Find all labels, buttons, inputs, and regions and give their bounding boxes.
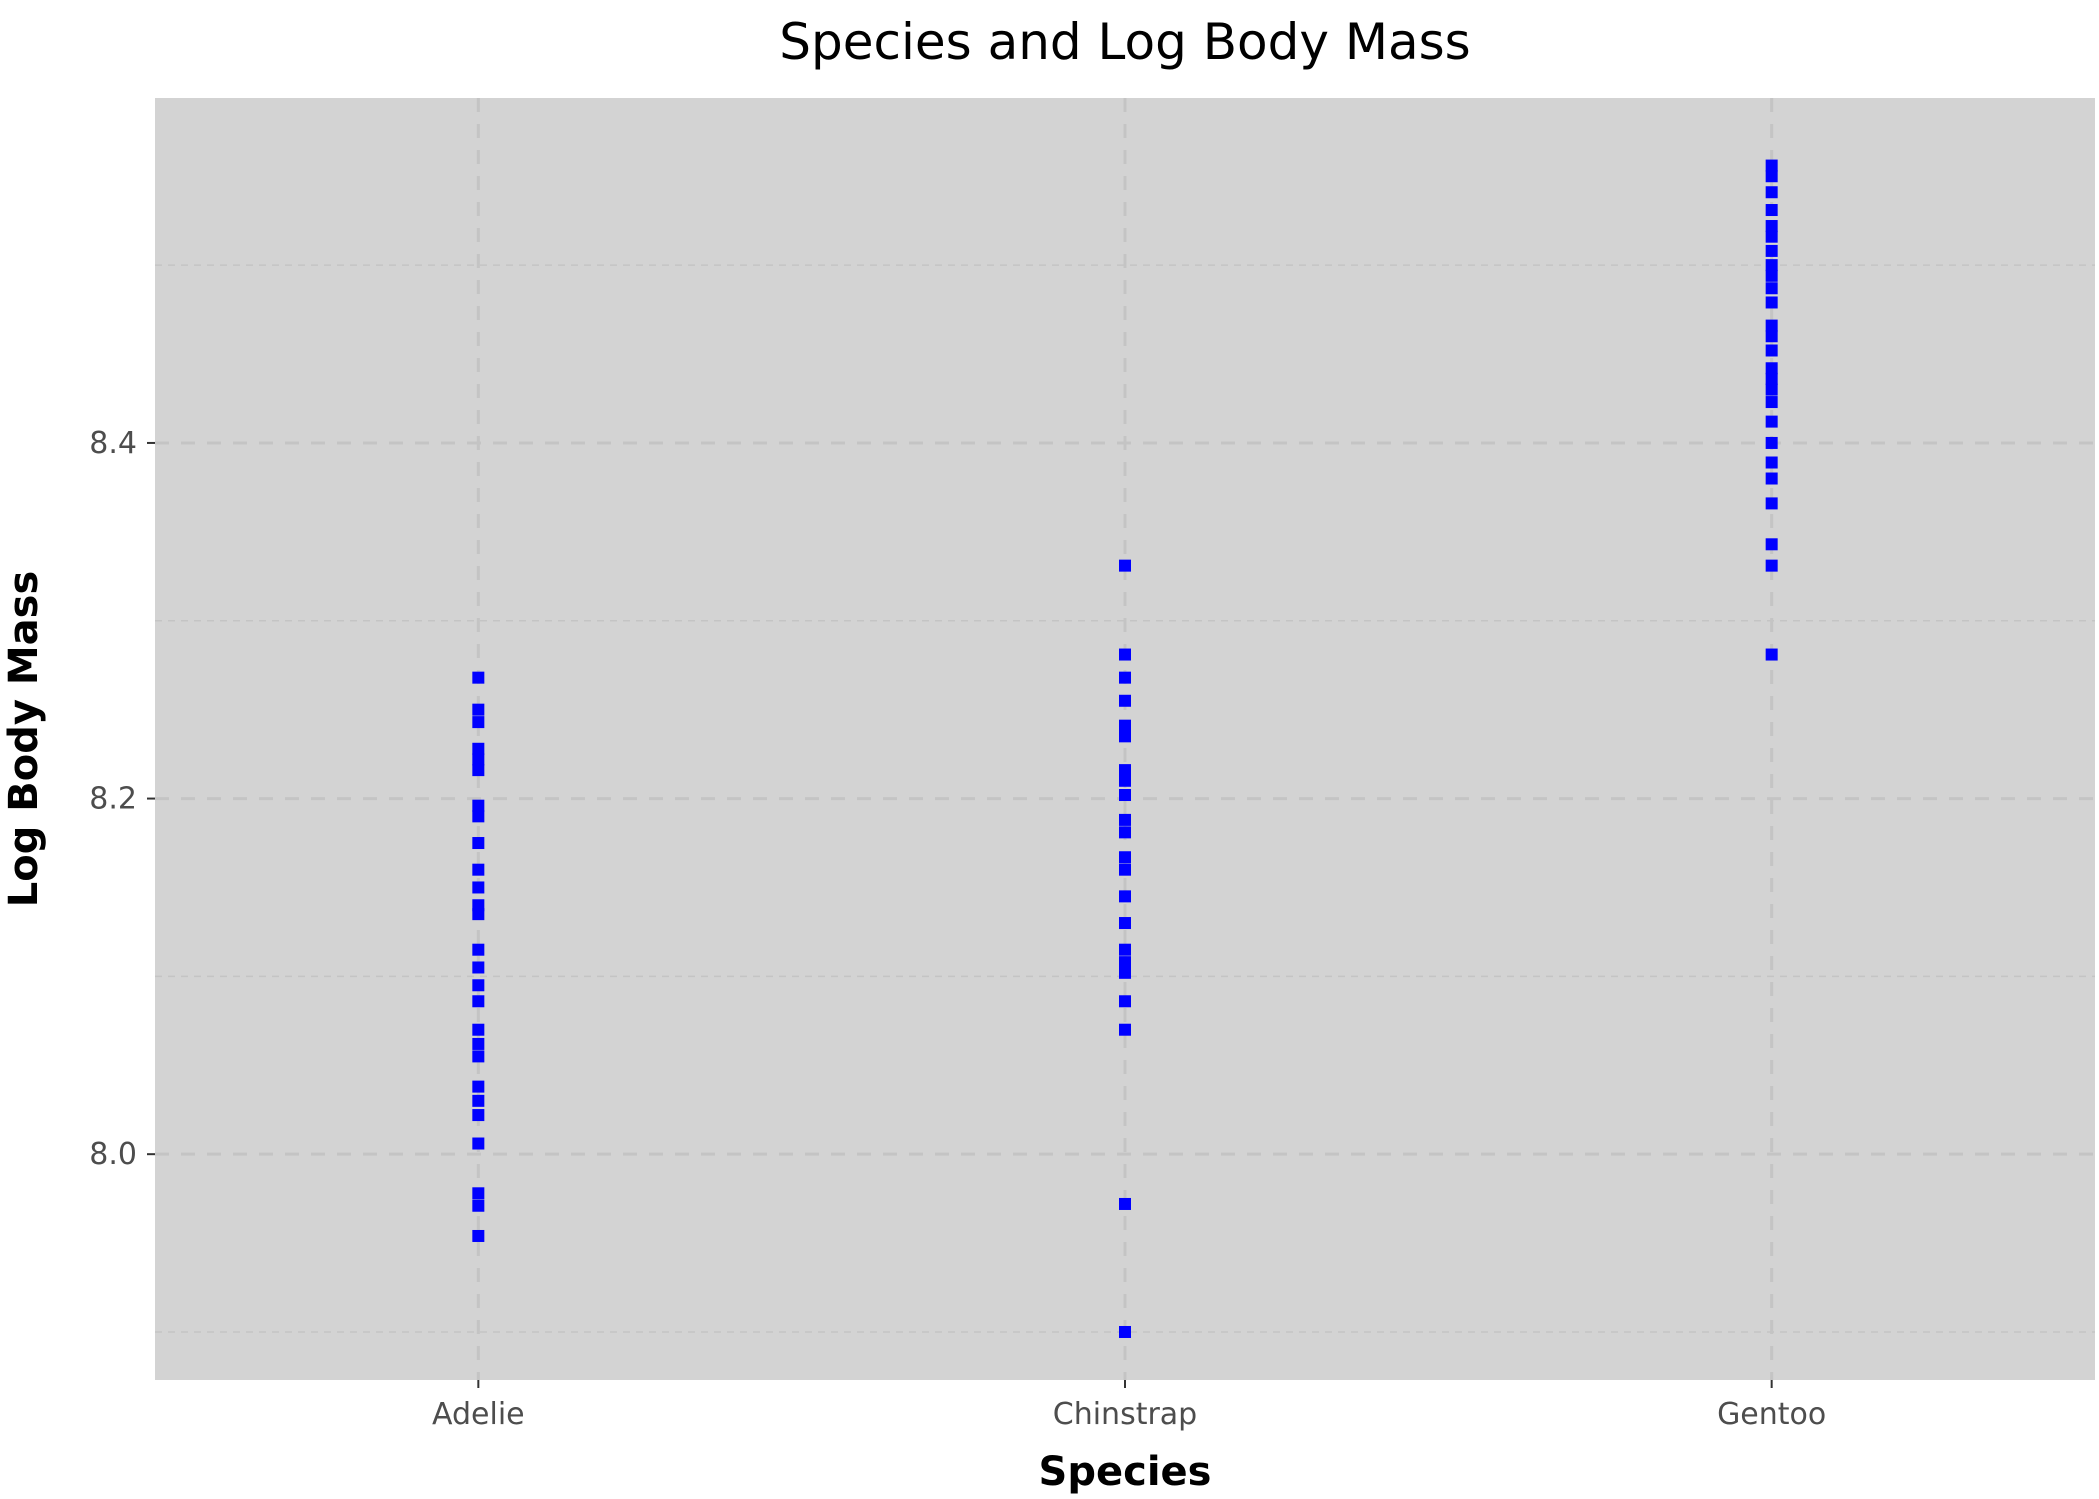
- data-point: [472, 863, 485, 876]
- data-point: [472, 742, 485, 755]
- data-point: [1119, 719, 1131, 732]
- x-axis-tick-labels: Adelie Chinstrap Gentoo: [432, 1397, 1826, 1432]
- data-point: [472, 1080, 485, 1093]
- data-point: [1765, 296, 1778, 309]
- data-point: [1765, 159, 1778, 172]
- data-point: [1119, 1023, 1131, 1036]
- data-point: [472, 716, 485, 729]
- data-point: [1765, 319, 1778, 332]
- y-axis-title: Log Body Mass: [1, 571, 47, 908]
- data-point: [1119, 559, 1131, 572]
- data-point: [1119, 1197, 1131, 1210]
- x-tick-label: Chinstrap: [1053, 1397, 1197, 1432]
- y-tick-label: 8.4: [89, 426, 137, 461]
- chart-title: Species and Log Body Mass: [779, 13, 1470, 71]
- data-point: [1119, 648, 1131, 661]
- data-point: [1119, 826, 1131, 839]
- data-point: [1119, 1325, 1131, 1338]
- data-point: [1765, 344, 1778, 357]
- data-point: [1765, 538, 1778, 551]
- data-point: [1119, 966, 1131, 979]
- data-point: [1119, 956, 1131, 969]
- data-point: [472, 764, 485, 777]
- data-point: [1765, 497, 1778, 510]
- data-point: [1765, 472, 1778, 485]
- data-point: [472, 1137, 485, 1150]
- data-point: [472, 881, 485, 894]
- data-point: [472, 1037, 485, 1050]
- data-point: [1119, 730, 1131, 743]
- data-point: [1119, 764, 1131, 777]
- data-point: [1765, 282, 1778, 295]
- data-point: [1119, 863, 1131, 876]
- data-point: [1119, 943, 1131, 956]
- data-point: [472, 1023, 485, 1036]
- data-point: [1119, 774, 1131, 787]
- data-point: [472, 753, 485, 766]
- data-point: [472, 1050, 485, 1063]
- data-point: [1119, 917, 1131, 930]
- data-point: [472, 837, 485, 850]
- x-axis-title: Species: [1039, 1449, 1212, 1495]
- data-point: [1765, 436, 1778, 449]
- data-point: [472, 1199, 485, 1212]
- data-point: [1119, 671, 1131, 684]
- data-point: [1765, 415, 1778, 428]
- data-point: [1765, 186, 1778, 199]
- data-point: [1765, 372, 1778, 385]
- data-point: [1765, 269, 1778, 282]
- data-point: [1765, 170, 1778, 183]
- data-point: [1765, 220, 1778, 233]
- data-point: [472, 943, 485, 956]
- data-point: [472, 1094, 485, 1107]
- data-point: [1765, 230, 1778, 243]
- x-tick-label: Adelie: [432, 1397, 525, 1432]
- data-point: [472, 1229, 485, 1242]
- data-point: [1119, 995, 1131, 1008]
- data-point: [1765, 362, 1778, 375]
- y-tick-label: 8.0: [89, 1137, 137, 1172]
- data-point: [1119, 851, 1131, 864]
- y-tick-label: 8.2: [89, 782, 137, 817]
- data-point: [472, 961, 485, 974]
- data-point: [1765, 204, 1778, 217]
- data-point: [472, 703, 485, 716]
- data-point: [1765, 396, 1778, 409]
- data-point: [1119, 890, 1131, 903]
- data-point: [1765, 244, 1778, 257]
- data-point: [1765, 559, 1778, 572]
- data-point: [1765, 456, 1778, 469]
- data-point: [1765, 259, 1778, 272]
- data-point: [1119, 789, 1131, 802]
- data-point: [472, 671, 485, 684]
- data-point: [472, 799, 485, 812]
- data-point: [1765, 648, 1778, 661]
- data-point: [1119, 813, 1131, 826]
- data-points: [472, 159, 1778, 1338]
- data-point: [472, 979, 485, 992]
- y-axis-tick-labels: 8.0 8.2 8.4: [89, 426, 137, 1172]
- axis-ticks: [147, 441, 1773, 1388]
- data-point: [472, 810, 485, 823]
- data-point: [1765, 330, 1778, 343]
- data-point: [1119, 694, 1131, 707]
- data-point: [472, 908, 485, 921]
- data-point: [472, 995, 485, 1008]
- x-tick-label: Gentoo: [1717, 1397, 1826, 1432]
- data-point: [472, 1187, 485, 1200]
- data-point: [1765, 383, 1778, 396]
- data-point: [472, 1109, 485, 1122]
